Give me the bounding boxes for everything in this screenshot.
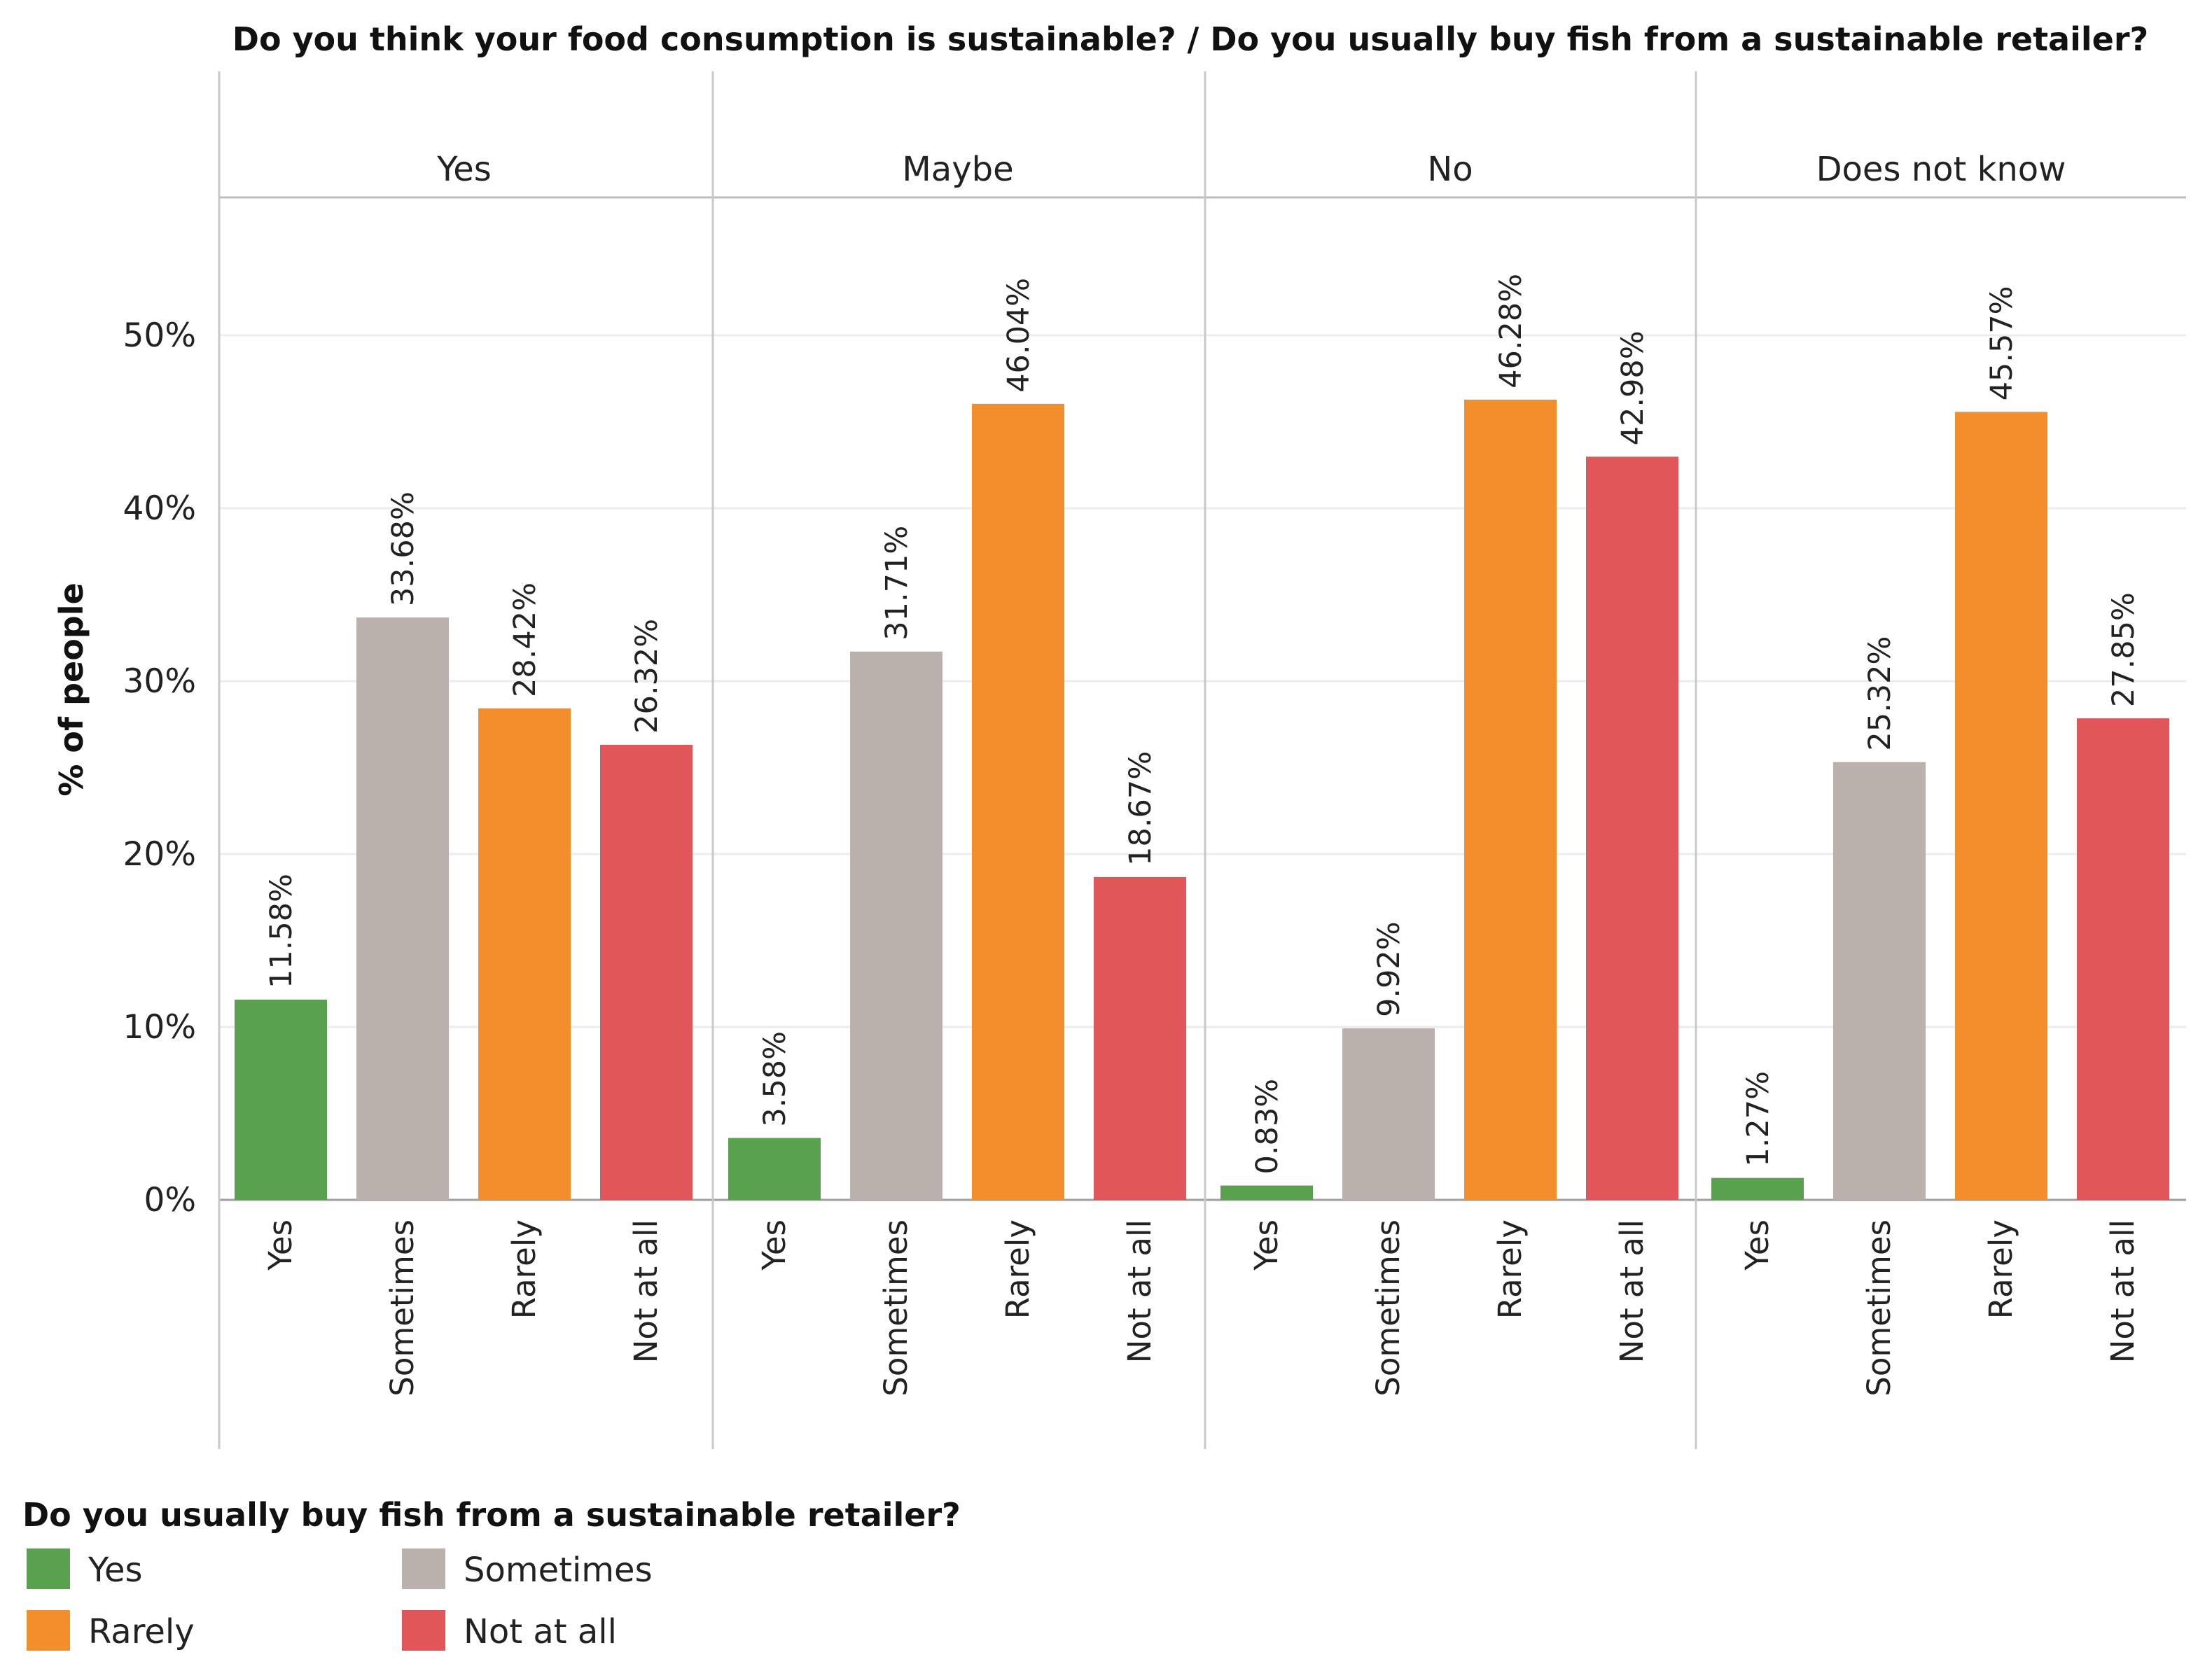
panel-header-3: Does not know [1816,150,2066,189]
y-tick-label: 0% [144,1181,196,1219]
data-label: 28.42% [508,582,543,697]
data-label: 25.32% [1863,636,1898,751]
category-label: Yes [756,1219,793,1271]
category-label: Sometimes [1860,1219,1898,1397]
bars [235,399,2169,1200]
y-axis-title: % of people [53,582,90,796]
category-label: Not at all [1121,1219,1158,1363]
data-label: 31.71% [879,526,914,641]
category-label: Yes [1248,1219,1285,1271]
data-label: 26.32% [629,619,665,734]
bar-does-not-know-not-at-all [2077,718,2169,1200]
data-label: 18.67% [1123,751,1158,866]
data-label: 1.27% [1741,1071,1776,1167]
legend-title: Do you usually buy fish from a sustainab… [22,1496,961,1534]
chart-title: Do you think your food consumption is su… [232,20,2148,58]
bar-yes-not-at-all [600,744,693,1200]
category-label: Not at all [627,1219,665,1363]
category-label: Rarely [506,1219,543,1319]
data-label: 11.58% [264,874,299,988]
legend-swatch-yes [27,1548,70,1589]
legend-swatch-not-at-all [402,1610,445,1651]
category-label: Sometimes [1370,1219,1407,1397]
data-label: 27.85% [2106,592,2141,707]
legend-label: Rarely [88,1612,195,1651]
panel-header-2: No [1427,150,1473,189]
bar-does-not-know-rarely [1955,412,2047,1200]
bar-yes-yes [235,999,327,1200]
bar-no-sometimes [1342,1028,1435,1200]
data-label: 0.83% [1250,1079,1285,1175]
y-tick-label: 50% [123,316,196,355]
category-label: Rarely [1982,1219,2019,1319]
bar-maybe-rarely [972,403,1064,1200]
bar-no-rarely [1464,399,1557,1200]
y-tick-label: 40% [123,489,196,528]
category-label: Sometimes [384,1219,421,1397]
category-label: Not at all [2104,1219,2141,1363]
bar-maybe-yes [728,1138,821,1200]
y-axis-ticks: 0% 10% 20% 30% 40% 50% [123,316,196,1219]
bar-no-not-at-all [1586,456,1678,1200]
data-label: 33.68% [386,491,421,606]
legend: Do you usually buy fish from a sustainab… [22,1496,961,1651]
bar-yes-sometimes [356,617,449,1200]
panel-header-0: Yes [436,150,491,189]
category-label: Rarely [999,1219,1036,1319]
bar-yes-rarely [478,708,571,1200]
data-label: 46.28% [1494,274,1529,389]
legend-swatch-sometimes [402,1548,445,1589]
category-label: Yes [1739,1219,1776,1271]
data-label: 9.92% [1372,921,1407,1017]
y-tick-label: 30% [123,662,196,701]
category-label: Rarely [1491,1219,1529,1319]
legend-label: Sometimes [464,1551,653,1590]
data-label: 45.57% [1984,286,2019,400]
legend-swatch-rarely [27,1610,70,1651]
bar-does-not-know-sometimes [1833,762,1926,1200]
data-labels: 11.58% 33.68% 28.42% 26.32% 3.58% 31.71% 46.04… [264,274,2141,1175]
category-label: Sometimes [877,1219,914,1397]
data-label: 46.04% [1001,278,1036,393]
category-label: Yes [262,1219,299,1271]
panel-header-1: Maybe [902,150,1013,189]
y-tick-label: 10% [123,1008,196,1047]
bar-does-not-know-yes [1711,1177,1804,1200]
category-label: Not at all [1613,1219,1650,1363]
data-label: 42.98% [1615,330,1650,445]
x-axis-category-labels: Yes Sometimes Rarely Not at all Yes Sometimes… [262,1219,2141,1397]
legend-label: Yes [88,1551,142,1590]
panel-headers: Yes Maybe No Does not know [436,150,2066,189]
data-label: 3.58% [758,1031,793,1127]
bar-maybe-sometimes [850,651,942,1200]
y-tick-label: 20% [123,835,196,874]
legend-label: Not at all [464,1612,617,1651]
bar-no-yes [1220,1185,1313,1200]
bar-maybe-not-at-all [1094,876,1186,1200]
